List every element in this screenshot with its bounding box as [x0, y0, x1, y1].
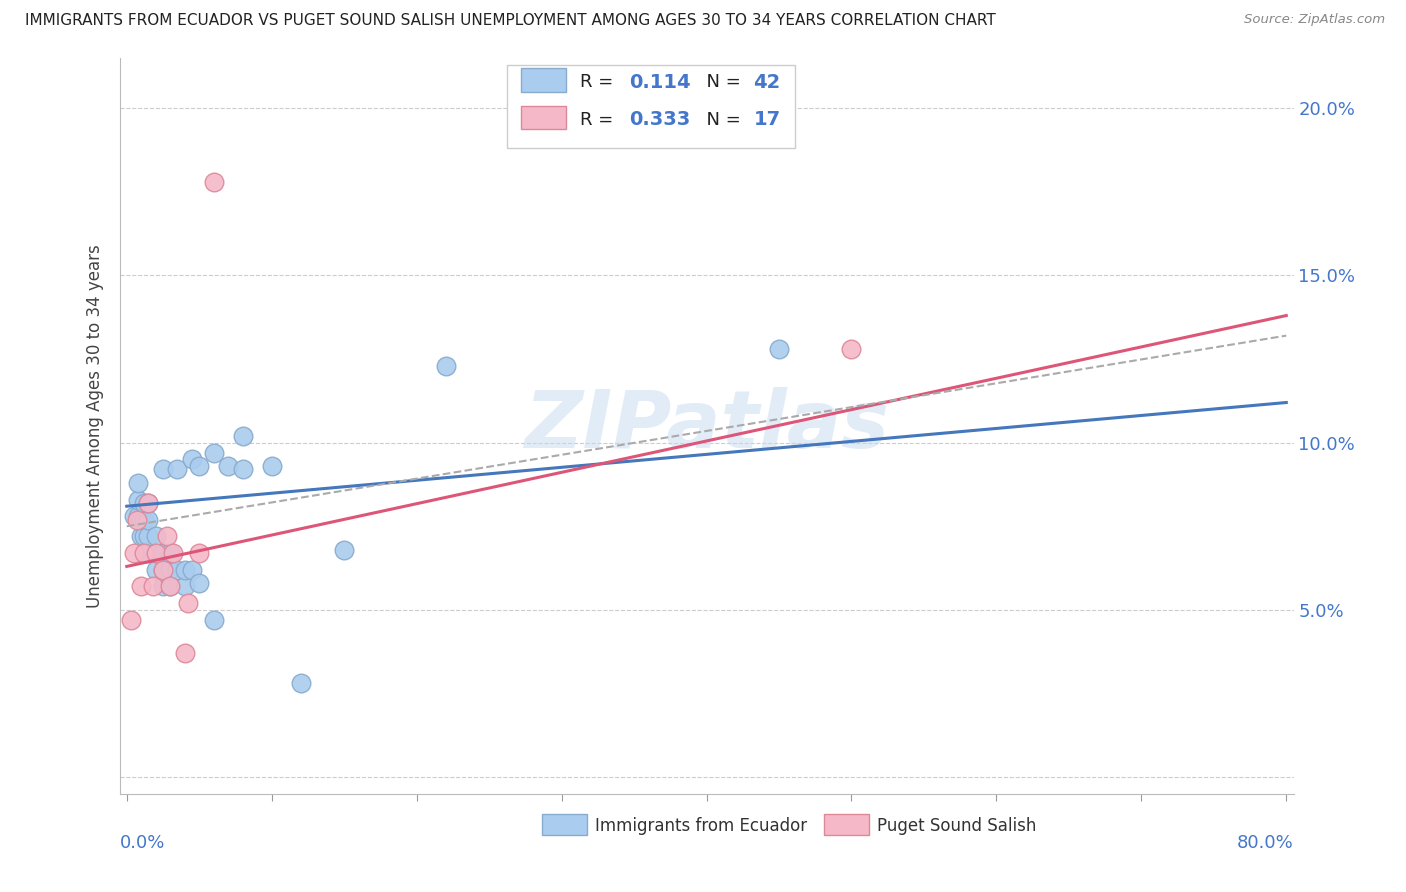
Point [145, 546, 167, 560]
Point [333, 542, 356, 557]
Point [145, 529, 167, 543]
Point [202, 613, 225, 627]
Point [202, 175, 225, 189]
Point [260, 458, 283, 473]
Text: Immigrants from Ecuador: Immigrants from Ecuador [595, 816, 807, 835]
Point [152, 563, 174, 577]
Point [138, 546, 160, 560]
Text: N =: N = [695, 73, 747, 91]
Point [181, 563, 204, 577]
Point [156, 529, 179, 543]
Point [841, 342, 863, 356]
Point [122, 546, 145, 560]
Text: ZIPatlas: ZIPatlas [524, 387, 889, 465]
Point [145, 563, 167, 577]
Point [181, 452, 204, 467]
Point [138, 496, 160, 510]
FancyBboxPatch shape [508, 65, 794, 148]
Point [188, 546, 211, 560]
Point [152, 546, 174, 560]
Point [188, 458, 211, 473]
Point [173, 580, 195, 594]
Point [138, 529, 160, 543]
Point [122, 509, 145, 524]
Point [173, 646, 195, 660]
Point [232, 429, 254, 443]
Point [127, 509, 149, 524]
Point [127, 475, 149, 490]
Point [138, 512, 160, 526]
Point [152, 462, 174, 476]
FancyBboxPatch shape [543, 814, 586, 835]
Point [152, 580, 174, 594]
Point [138, 496, 160, 510]
Text: N =: N = [695, 111, 747, 128]
Point [202, 445, 225, 460]
Point [142, 580, 165, 594]
Point [125, 512, 148, 526]
Point [176, 596, 198, 610]
FancyBboxPatch shape [824, 814, 869, 835]
Text: 80.0%: 80.0% [1237, 834, 1294, 853]
Point [166, 563, 188, 577]
FancyBboxPatch shape [522, 69, 565, 92]
Point [666, 118, 689, 132]
Point [159, 580, 181, 594]
Text: R =: R = [579, 111, 619, 128]
Text: 0.114: 0.114 [628, 73, 690, 92]
Point [127, 492, 149, 507]
Point [129, 580, 152, 594]
Point [120, 613, 142, 627]
Text: R =: R = [579, 73, 619, 91]
Point [129, 512, 152, 526]
Point [134, 546, 156, 560]
Point [217, 458, 239, 473]
Text: IMMIGRANTS FROM ECUADOR VS PUGET SOUND SALISH UNEMPLOYMENT AMONG AGES 30 TO 34 Y: IMMIGRANTS FROM ECUADOR VS PUGET SOUND S… [25, 13, 995, 29]
Point [134, 512, 156, 526]
Y-axis label: Unemployment Among Ages 30 to 34 years: Unemployment Among Ages 30 to 34 years [86, 244, 104, 607]
Point [159, 563, 181, 577]
Text: Puget Sound Salish: Puget Sound Salish [877, 816, 1036, 835]
Point [129, 529, 152, 543]
Point [188, 576, 211, 591]
Point [173, 563, 195, 577]
Point [232, 462, 254, 476]
Text: Source: ZipAtlas.com: Source: ZipAtlas.com [1244, 13, 1385, 27]
Point [134, 496, 156, 510]
Text: 17: 17 [754, 111, 780, 129]
Point [290, 676, 312, 690]
Point [166, 462, 188, 476]
FancyBboxPatch shape [522, 106, 565, 129]
Point [434, 359, 457, 373]
Point [159, 580, 181, 594]
Text: 0.333: 0.333 [628, 111, 690, 129]
Point [162, 546, 184, 560]
Point [145, 546, 167, 560]
Point [152, 563, 174, 577]
Text: 42: 42 [754, 73, 780, 92]
Text: 0.0%: 0.0% [120, 834, 165, 853]
Point [159, 546, 181, 560]
Point [768, 342, 790, 356]
Point [134, 529, 156, 543]
